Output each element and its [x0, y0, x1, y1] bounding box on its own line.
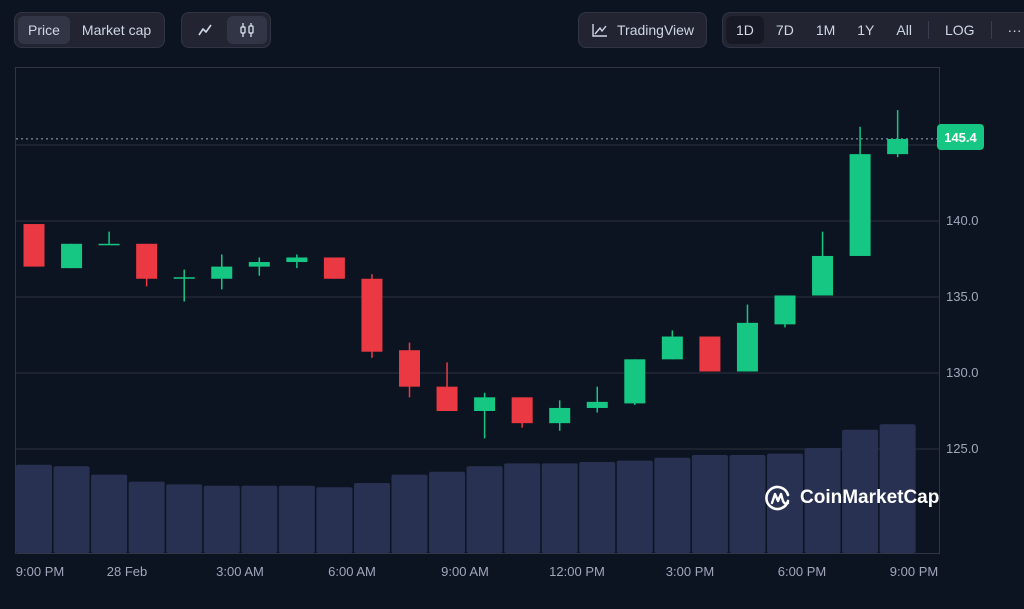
range-1y[interactable]: 1Y — [857, 22, 875, 38]
tab-market-cap[interactable]: Market cap — [81, 22, 152, 38]
x-tick-label: 9:00 AM — [441, 564, 489, 579]
x-tick-label: 12:00 PM — [549, 564, 605, 579]
divider — [990, 21, 992, 39]
x-tick-label: 9:00 PM — [15, 564, 65, 579]
coinmarketcap-watermark: CoinMarketCap — [764, 484, 939, 512]
more-options-button[interactable]: ··· — [1007, 22, 1022, 38]
divider — [927, 21, 929, 39]
x-tick-label: 3:00 PM — [665, 564, 715, 579]
range-1m[interactable]: 1M — [815, 22, 836, 38]
chart-type-toggle — [181, 12, 271, 48]
tab-price[interactable]: Price — [18, 16, 70, 44]
x-tick-label: 28 Feb — [106, 564, 148, 579]
line-chart-button[interactable] — [185, 16, 225, 44]
range-all[interactable]: All — [896, 22, 912, 38]
tradingview-button-inner[interactable]: TradingView — [579, 16, 706, 44]
watermark-text: CoinMarketCap — [800, 487, 940, 508]
tradingview-button[interactable]: TradingView — [578, 12, 708, 48]
y-tick-label: 135.0 — [946, 289, 979, 304]
line-chart-icon — [198, 24, 212, 36]
y-tick-label: 130.0 — [946, 365, 979, 380]
candlestick-button[interactable] — [227, 16, 267, 44]
range-7d[interactable]: 7D — [775, 22, 794, 38]
y-tick-label: 125.0 — [946, 441, 979, 456]
tradingview-label: TradingView — [617, 22, 695, 38]
tradingview-chart-icon — [592, 24, 607, 37]
y-tick-label: 140.0 — [946, 213, 979, 228]
x-tick-label: 3:00 AM — [216, 564, 264, 579]
candlestick-icon — [240, 23, 254, 37]
chart-plot-area[interactable] — [15, 67, 940, 554]
range-1d[interactable]: 1D — [726, 16, 764, 44]
current-price-tag: 145.4 — [937, 124, 984, 150]
time-range-toggle: 1D 7D 1M 1Y All LOG ··· — [722, 12, 1024, 48]
x-tick-label: 6:00 PM — [777, 564, 827, 579]
coinmarketcap-logo-icon — [765, 485, 790, 511]
x-tick-label: 9:00 PM — [889, 564, 939, 579]
log-scale-button[interactable]: LOG — [944, 22, 975, 38]
x-tick-label: 6:00 AM — [328, 564, 376, 579]
metric-toggle: Price Market cap — [14, 12, 166, 48]
